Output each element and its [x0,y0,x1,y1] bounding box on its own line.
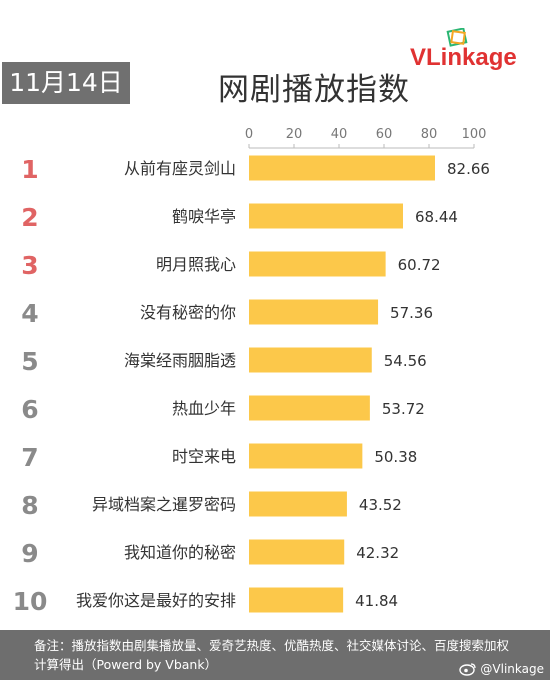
data-label: 60.72 [398,256,441,274]
chart-title: 网剧播放指数 [218,72,410,108]
date-text: 11月14日 [9,68,123,97]
x-tick-label: 100 [462,127,487,142]
rank-number: 5 [21,347,38,376]
bar-chart: 0 20 40 60 80 100 1 从前有座灵剑山 82.66 2 鹤唳华亭 68.44 3 明月照我… [13,127,490,616]
x-tick-label: 0 [245,127,253,142]
bar [249,155,435,181]
category-label: 我知道你的秘密 [124,543,236,562]
data-label: 82.66 [447,160,490,178]
rank-number: 9 [21,539,38,568]
data-label: 50.38 [374,448,417,466]
data-label: 54.56 [384,352,427,370]
rank-number: 10 [13,587,48,616]
x-tick-label: 60 [376,127,393,142]
category-label: 异域档案之暹罗密码 [92,495,236,514]
category-label: 明月照我心 [156,255,236,274]
rank-number: 6 [21,395,38,424]
category-label: 从前有座灵剑山 [124,159,236,178]
rank-number: 4 [21,299,38,328]
data-label: 68.44 [415,208,458,226]
rank-number: 2 [21,203,38,232]
date-badge: 11月14日 [2,62,130,104]
footer-bar: 备注：播放指数由剧集播放量、爱奇艺热度、优酷热度、社交媒体讨论、百度搜索加权计算… [0,630,550,680]
data-label: 57.36 [390,304,433,322]
bar [249,299,379,325]
x-tick-label: 20 [286,127,303,142]
category-label: 我爱你这是最好的安排 [76,591,236,610]
bar [249,491,347,517]
rank-number: 3 [21,251,38,280]
data-label: 42.32 [356,544,399,562]
weibo-handle: @Vlinkage [458,661,544,677]
data-label: 43.52 [359,496,402,514]
bar [249,251,386,277]
data-label: 53.72 [382,400,425,418]
bar [249,347,372,373]
bar [249,539,345,565]
data-label: 41.84 [355,592,398,610]
x-tick-label: 40 [331,127,348,142]
rank-number: 7 [21,443,38,472]
bar [249,443,363,469]
vlinkage-logo-icon [446,28,468,47]
vlinkage-logo: VLinkage [410,22,536,71]
weibo-handle-text: @Vlinkage [480,661,544,676]
rank-number: 8 [21,491,38,520]
footer-note: 备注：播放指数由剧集播放量、爱奇艺热度、优酷热度、社交媒体讨论、百度搜索加权计算… [34,638,510,672]
category-label: 海棠经雨胭脂透 [124,351,236,370]
category-label: 热血少年 [172,399,236,418]
bar [249,587,344,613]
bar [249,203,403,229]
bar [249,395,370,421]
x-tick-label: 80 [421,127,438,142]
weibo-icon [458,663,476,676]
category-label: 没有秘密的你 [140,303,236,322]
category-label: 鹤唳华亭 [172,207,236,226]
vlinkage-wordmark: VLinkage [410,44,517,71]
category-label: 时空来电 [172,447,236,466]
rank-number: 1 [21,155,38,184]
